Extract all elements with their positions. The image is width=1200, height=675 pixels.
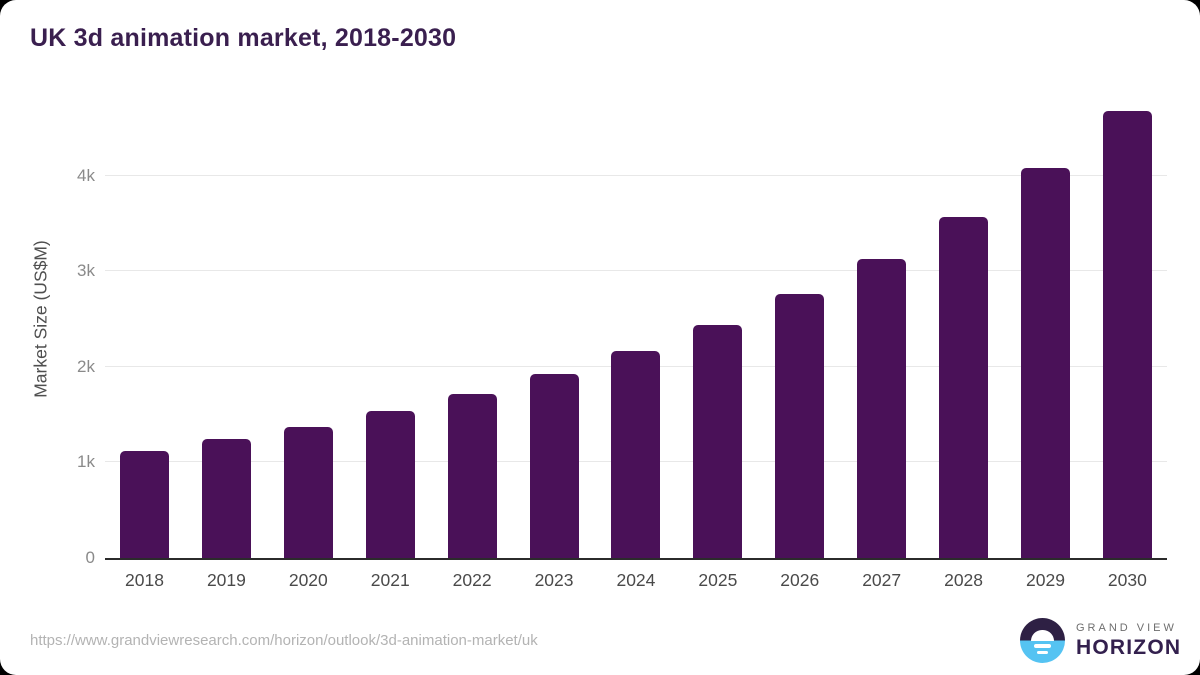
y-tick-label: 2k [77, 356, 95, 376]
bar-2019 [201, 438, 251, 558]
bar-2018 [120, 450, 169, 558]
y-tick-label: 4k [77, 165, 95, 185]
x-axis-label: 2019 [206, 570, 246, 590]
bar-2021 [365, 410, 415, 558]
x-axis-label: 2025 [698, 570, 738, 590]
logo-grand-view-label: GRAND VIEW [1076, 621, 1177, 634]
x-axis-label: 2018 [125, 570, 164, 590]
x-axis-label: 2028 [944, 570, 984, 590]
x-axis-label: 2026 [780, 570, 820, 590]
sun-reflection-line [1034, 644, 1051, 648]
bar-2024 [611, 350, 661, 558]
bar-2030 [1102, 110, 1152, 558]
x-axis-label: 2020 [288, 570, 328, 590]
gridline [105, 270, 1167, 272]
grand-view-horizon-logo: GRAND VIEW HORIZON [1020, 618, 1181, 663]
x-axis-label: 2024 [616, 570, 656, 590]
x-axis-label: 2023 [534, 570, 574, 590]
x-axis-label: 2022 [452, 570, 492, 590]
x-axis-labels: 2018 2019 2020 2021 2022 2023 2024 2025 2026 2027… [105, 570, 1167, 591]
bar-2025 [693, 325, 743, 558]
chart-title: UK 3d animation market, 2018-2030 [30, 24, 457, 52]
logo-horizon-label: HORIZON [1076, 635, 1182, 659]
y-tick-label: 0 [85, 548, 95, 567]
bar-2022 [447, 394, 497, 558]
bar-2023 [529, 373, 579, 558]
x-axis-label: 2029 [1026, 570, 1065, 590]
plot-area [105, 80, 1167, 560]
bar-2020 [283, 426, 333, 558]
bar-2027 [857, 258, 907, 558]
y-tick-label: 1k [77, 452, 95, 472]
y-axis-tick-labels: 0 1k 2k 3k 4k [0, 80, 99, 567]
x-axis-label: 2027 [862, 570, 902, 590]
x-axis-label: 2030 [1107, 570, 1147, 590]
logo-text: GRAND VIEW HORIZON [1076, 622, 1181, 660]
bar-series [105, 80, 1167, 558]
y-tick-label: 3k [77, 261, 95, 281]
x-axis-label: 2021 [370, 570, 410, 590]
bar-2028 [939, 216, 989, 558]
sun-dome-shape [1031, 629, 1054, 641]
bar-2026 [775, 294, 825, 558]
sun-reflection-line [1037, 650, 1048, 654]
bar-2029 [1020, 167, 1070, 558]
gridline [105, 174, 1167, 176]
horizon-sun-logo-icon [1020, 618, 1065, 663]
source-url-text: https://www.grandviewresearch.com/horizo… [30, 632, 538, 649]
